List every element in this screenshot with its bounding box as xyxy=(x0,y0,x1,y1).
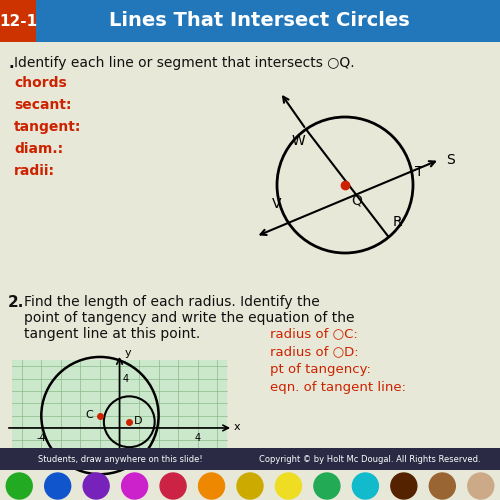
Text: y: y xyxy=(124,348,131,358)
Text: diam.:: diam.: xyxy=(14,142,63,156)
Circle shape xyxy=(468,473,494,499)
Text: secant:: secant: xyxy=(14,98,72,112)
Circle shape xyxy=(352,473,378,499)
Text: 4: 4 xyxy=(194,433,200,443)
Text: R: R xyxy=(392,215,402,229)
Circle shape xyxy=(237,473,263,499)
Text: 12-1: 12-1 xyxy=(0,14,37,28)
Text: tangent:: tangent: xyxy=(14,120,82,134)
Circle shape xyxy=(160,473,186,499)
Text: eqn. of tangent line:: eqn. of tangent line: xyxy=(270,381,406,394)
Circle shape xyxy=(6,473,32,499)
Text: 2.: 2. xyxy=(8,295,24,310)
Text: V: V xyxy=(272,197,281,211)
Text: .: . xyxy=(8,56,14,71)
Text: C: C xyxy=(85,410,93,420)
Text: T: T xyxy=(414,166,423,179)
Text: W: W xyxy=(292,134,306,148)
Text: -4: -4 xyxy=(36,433,46,443)
Circle shape xyxy=(198,473,224,499)
Circle shape xyxy=(391,473,417,499)
Text: Identify each line or segment that intersects ○Q.: Identify each line or segment that inter… xyxy=(14,56,354,70)
Circle shape xyxy=(276,473,301,499)
Text: Find the length of each radius. Identify the: Find the length of each radius. Identify… xyxy=(24,295,320,309)
Text: Q: Q xyxy=(351,193,362,207)
Circle shape xyxy=(314,473,340,499)
Text: D: D xyxy=(134,416,143,426)
Text: Copyright © by Holt Mc Dougal. All Rights Reserved.: Copyright © by Holt Mc Dougal. All Right… xyxy=(259,454,481,464)
Text: 4: 4 xyxy=(122,374,128,384)
Text: tangent line at this point.: tangent line at this point. xyxy=(24,327,200,341)
Text: point of tangency and write the equation of the: point of tangency and write the equation… xyxy=(24,311,354,325)
Text: x: x xyxy=(234,422,240,432)
Text: radius of ○C:: radius of ○C: xyxy=(270,327,358,340)
Text: radius of ○D:: radius of ○D: xyxy=(270,345,358,358)
FancyBboxPatch shape xyxy=(0,448,500,470)
Circle shape xyxy=(44,473,70,499)
Text: chords: chords xyxy=(14,76,67,90)
Circle shape xyxy=(430,473,456,499)
Text: pt of tangency:: pt of tangency: xyxy=(270,363,371,376)
Text: radii:: radii: xyxy=(14,164,55,178)
FancyBboxPatch shape xyxy=(12,360,227,465)
Circle shape xyxy=(122,473,148,499)
FancyBboxPatch shape xyxy=(0,0,36,42)
Text: Lines That Intersect Circles: Lines That Intersect Circles xyxy=(108,12,410,30)
FancyBboxPatch shape xyxy=(0,0,500,42)
Circle shape xyxy=(83,473,109,499)
Text: Students, draw anywhere on this slide!: Students, draw anywhere on this slide! xyxy=(38,454,202,464)
Text: S: S xyxy=(446,152,454,166)
